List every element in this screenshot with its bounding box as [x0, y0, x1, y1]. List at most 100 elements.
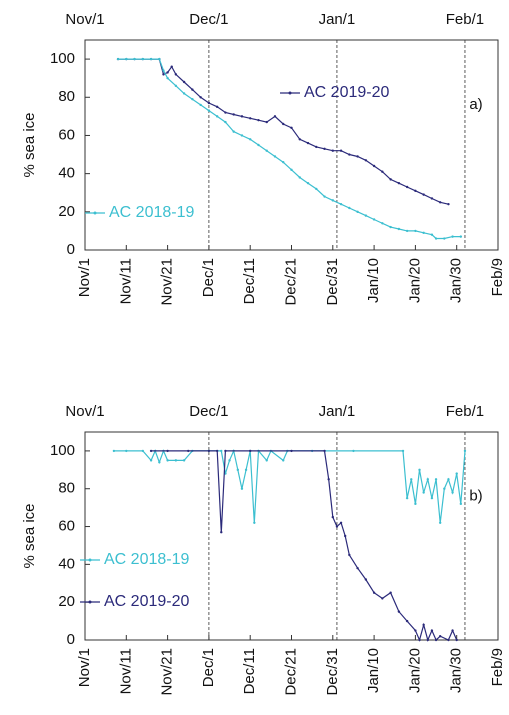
point — [422, 193, 425, 196]
x-tick-label: Jan/30 — [448, 258, 465, 303]
point — [199, 103, 202, 107]
point — [372, 591, 376, 594]
point — [356, 210, 359, 214]
point — [389, 225, 392, 229]
point — [141, 57, 145, 61]
point — [434, 478, 438, 481]
point — [418, 638, 421, 642]
point — [240, 487, 244, 490]
point — [426, 638, 429, 642]
point — [451, 629, 454, 632]
point — [166, 449, 169, 453]
point — [430, 629, 434, 632]
point — [315, 187, 318, 191]
x-tick-label: Dec/31 — [324, 258, 341, 306]
x-tick-label: Dec/11 — [241, 648, 258, 694]
y-tick-label: 60 — [58, 126, 75, 143]
y-tick-label: 40 — [58, 165, 75, 182]
y-tick-label: 80 — [58, 88, 75, 105]
point — [381, 597, 384, 600]
point — [364, 159, 368, 162]
point — [434, 237, 438, 240]
point — [381, 222, 384, 225]
point — [215, 115, 219, 118]
point — [331, 199, 334, 202]
point — [405, 496, 409, 500]
point — [166, 459, 169, 462]
point — [430, 233, 434, 236]
x-tick-label: Dec/1 — [200, 258, 217, 297]
point — [389, 178, 392, 181]
point — [434, 638, 438, 642]
point — [220, 531, 223, 534]
x2-tick-label: Nov/1 — [65, 403, 104, 420]
x-tick-label: Jan/20 — [406, 648, 423, 693]
x-tick-label: Jan/20 — [406, 258, 423, 303]
panel-label: b) — [469, 488, 482, 505]
x-tick-label: Dec/31 — [324, 648, 341, 696]
point — [249, 117, 252, 120]
point — [426, 478, 429, 481]
x2-tick-label: Jan/1 — [319, 403, 356, 420]
point — [182, 92, 186, 95]
y-tick-label: 60 — [58, 518, 75, 535]
y-axis-label: % sea ice — [21, 112, 38, 177]
y-tick-label: 0 — [67, 631, 75, 648]
point — [422, 623, 425, 627]
point — [249, 138, 252, 141]
point — [290, 449, 293, 453]
point — [348, 206, 351, 210]
legend-label: AC 2018-19 — [104, 551, 189, 568]
y-tick-label: 80 — [58, 480, 75, 497]
point — [298, 138, 301, 141]
point — [224, 111, 227, 114]
point — [430, 496, 434, 500]
point — [215, 449, 219, 453]
point — [397, 181, 401, 185]
point — [290, 168, 293, 172]
y-tick-label: 100 — [50, 50, 75, 67]
x2-tick-label: Dec/1 — [189, 403, 228, 420]
point — [149, 449, 153, 453]
point — [112, 449, 116, 453]
x-tick-label: Nov/11 — [117, 648, 134, 694]
point — [463, 449, 467, 453]
x-tick-label: Nov/21 — [159, 258, 176, 306]
x-tick-label: Nov/1 — [76, 258, 93, 297]
point — [240, 115, 244, 118]
point — [182, 80, 186, 84]
point — [282, 160, 285, 164]
point — [447, 202, 450, 206]
point — [356, 155, 359, 158]
y-tick-label: 100 — [50, 442, 75, 459]
point — [174, 459, 178, 462]
point — [158, 57, 161, 61]
point — [315, 145, 318, 149]
point — [455, 638, 458, 642]
point — [414, 629, 417, 632]
x2-tick-label: Feb/1 — [446, 11, 484, 28]
point — [327, 478, 330, 481]
point — [339, 521, 343, 524]
point — [414, 189, 417, 193]
point — [459, 502, 463, 506]
x2-tick-label: Dec/1 — [189, 11, 228, 28]
legend-marker — [88, 558, 92, 562]
y-tick-label: 0 — [67, 241, 75, 258]
point — [149, 459, 153, 462]
point — [397, 610, 401, 613]
series-line — [118, 58, 461, 240]
point — [401, 449, 405, 453]
point — [215, 105, 219, 109]
point — [158, 461, 161, 464]
point — [339, 149, 343, 152]
point — [273, 155, 277, 158]
point — [418, 468, 421, 472]
point — [306, 181, 310, 185]
point — [352, 449, 355, 453]
legend-label: AC 2019-20 — [304, 84, 389, 101]
point — [166, 71, 169, 74]
point — [174, 73, 178, 76]
point — [290, 126, 293, 130]
x-tick-label: Jan/10 — [365, 258, 382, 303]
